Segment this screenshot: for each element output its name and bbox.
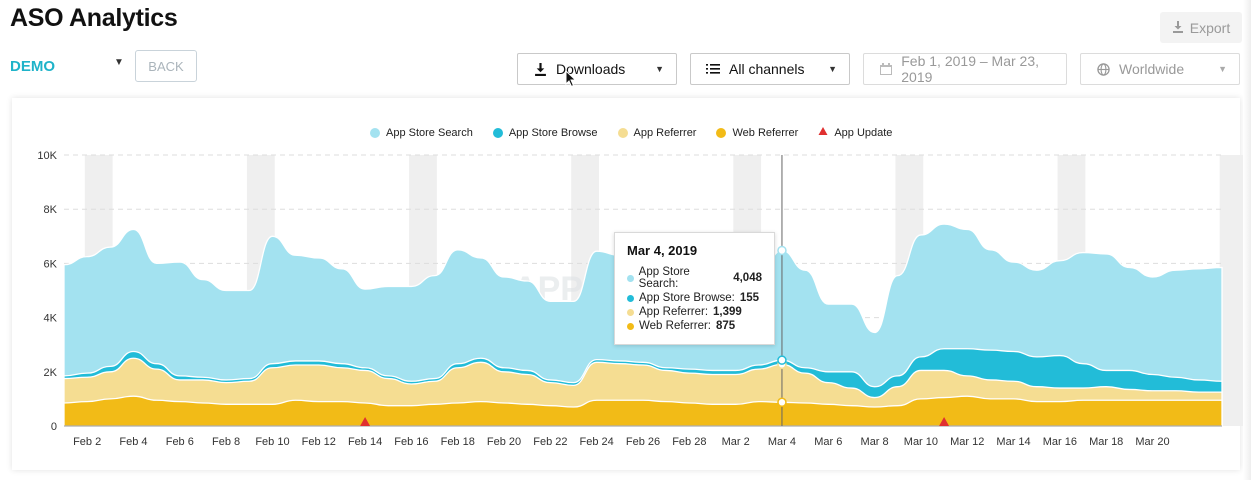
x-tick-label: Feb 22 xyxy=(533,436,567,448)
legend-swatch xyxy=(716,127,727,138)
legend-swatch xyxy=(617,127,628,138)
hover-point xyxy=(777,355,787,365)
y-tick-label: 10K xyxy=(37,150,57,162)
hover-point xyxy=(777,397,787,408)
legend-item[interactable]: App Update xyxy=(818,126,892,139)
y-tick-label: 4K xyxy=(44,313,58,325)
legend-label: App Referrer xyxy=(633,126,697,139)
x-tick-label: Feb 28 xyxy=(672,436,706,448)
tooltip-label: Web Referrer: xyxy=(639,320,712,332)
x-tick-label: Feb 24 xyxy=(580,436,614,448)
legend-item[interactable]: App Store Browse xyxy=(492,126,598,139)
calendar-icon xyxy=(878,63,893,75)
x-tick-label: Mar 2 xyxy=(722,436,750,448)
tooltip-dot xyxy=(627,308,634,316)
tooltip-label: App Store Search: xyxy=(638,266,690,290)
tooltip-value: 875 xyxy=(716,320,736,332)
app-update-marker xyxy=(939,417,950,426)
legend-item[interactable]: App Store Search xyxy=(370,126,473,139)
x-tick-label: Feb 12 xyxy=(302,436,336,448)
caret-down-icon: ▼ xyxy=(828,64,837,74)
globe-icon xyxy=(1095,62,1111,76)
hover-point xyxy=(777,245,787,256)
mouse-cursor-icon xyxy=(565,69,577,93)
x-tick-label: Mar 20 xyxy=(1135,436,1169,448)
x-tick-label: Feb 2 xyxy=(73,436,101,448)
series-area-web-referrer xyxy=(63,395,1223,427)
tooltip-date: Mar 4, 2019 xyxy=(627,243,698,258)
weekend-band xyxy=(1219,155,1248,426)
tooltip-label: App Referrer: xyxy=(639,306,709,318)
legend-label: Web Referrer xyxy=(732,126,799,139)
region-dropdown[interactable]: Worldwide ▼ xyxy=(1080,53,1240,85)
export-label: Export xyxy=(1189,19,1231,36)
x-tick-label: Feb 16 xyxy=(394,436,428,448)
region-dropdown-label: Worldwide xyxy=(1119,61,1185,77)
tooltip-row: App Store Search: 4,048 xyxy=(627,266,762,290)
tooltip-row: App Store Browse: 155 xyxy=(627,292,762,304)
legend-swatch xyxy=(370,127,380,138)
date-range-label: Feb 1, 2019 – Mar 23, 2019 xyxy=(901,53,1040,85)
back-button[interactable]: BACK xyxy=(135,50,197,82)
y-tick-label: 2K xyxy=(44,367,58,379)
caret-down-icon: ▼ xyxy=(1218,64,1227,74)
y-tick-label: 6K xyxy=(44,258,58,270)
x-tick-label: Feb 18 xyxy=(441,436,475,448)
tooltip-row: App Referrer: 1,399 xyxy=(627,306,762,318)
download-icon xyxy=(532,62,548,76)
download-icon xyxy=(1172,20,1184,36)
channels-dropdown-label: All channels xyxy=(729,61,805,77)
x-tick-label: Mar 10 xyxy=(904,436,938,448)
x-tick-label: Feb 26 xyxy=(626,436,660,448)
workspace-selector[interactable]: DEMO xyxy=(10,58,55,75)
y-tick-label: 0 xyxy=(51,421,57,433)
list-icon xyxy=(705,63,721,75)
tooltip-value: 155 xyxy=(739,292,760,304)
x-tick-label: Feb 6 xyxy=(166,436,194,448)
x-tick-label: Feb 20 xyxy=(487,436,521,448)
x-tick-label: Mar 12 xyxy=(950,436,984,448)
x-tick-label: Feb 10 xyxy=(255,436,289,448)
x-tick-label: Feb 14 xyxy=(348,436,382,448)
x-tick-label: Mar 4 xyxy=(768,436,796,448)
x-tick-label: Mar 18 xyxy=(1089,436,1123,448)
caret-down-icon[interactable]: ▼ xyxy=(114,57,124,68)
x-tick-label: Mar 6 xyxy=(814,436,842,448)
triangle-icon xyxy=(818,126,828,139)
metric-dropdown-label: Downloads xyxy=(556,61,626,77)
channels-dropdown[interactable]: All channels ▼ xyxy=(690,53,850,85)
tooltip-value: 1,399 xyxy=(713,306,742,318)
export-button[interactable]: Export xyxy=(1160,12,1242,43)
tooltip-dot xyxy=(627,294,634,302)
tooltip-dot xyxy=(627,322,634,330)
legend-label: App Store Search xyxy=(386,126,473,139)
tooltip-row: Web Referrer: 875 xyxy=(627,320,762,332)
legend-swatch xyxy=(492,127,503,138)
chart-tooltip: Mar 4, 2019 App Store Search: 4,048 App … xyxy=(614,232,775,345)
x-tick-label: Feb 8 xyxy=(212,436,240,448)
x-tick-label: Mar 8 xyxy=(861,436,889,448)
window-edge xyxy=(1243,0,1251,480)
legend-label: App Store Browse xyxy=(508,126,598,139)
page-title: ASO Analytics xyxy=(10,4,178,32)
legend-item[interactable]: App Referrer xyxy=(617,126,697,139)
tooltip-value: 4,048 xyxy=(733,272,762,284)
y-tick-label: 8K xyxy=(44,204,58,216)
date-range-picker[interactable]: Feb 1, 2019 – Mar 23, 2019 xyxy=(863,53,1067,85)
legend-item[interactable]: Web Referrer xyxy=(716,126,798,139)
x-tick-label: Feb 4 xyxy=(119,436,147,448)
chart-legend: App Store Search App Store Browse App Refe… xyxy=(370,126,892,139)
tooltip-label: App Store Browse: xyxy=(639,292,735,304)
legend-label: App Update xyxy=(834,126,893,139)
caret-down-icon: ▼ xyxy=(655,64,664,74)
app-update-marker xyxy=(360,417,371,426)
x-tick-label: Mar 14 xyxy=(996,436,1030,448)
x-tick-label: Mar 16 xyxy=(1043,436,1077,448)
metric-dropdown[interactable]: Downloads ▼ xyxy=(517,53,677,85)
tooltip-dot xyxy=(627,274,634,282)
